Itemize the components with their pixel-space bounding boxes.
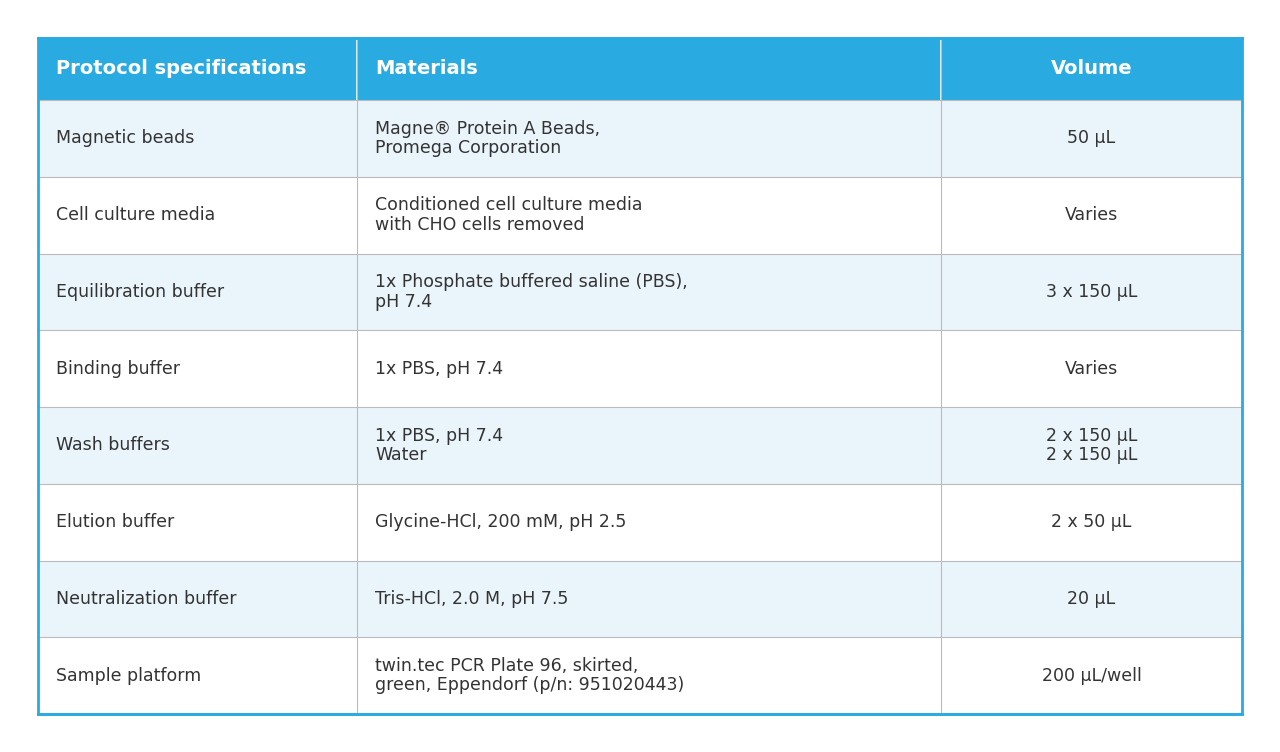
Text: Conditioned cell culture media: Conditioned cell culture media	[375, 196, 643, 214]
Bar	[357, 177, 941, 253]
Bar	[38, 330, 357, 407]
Text: 50 μL: 50 μL	[1068, 129, 1116, 147]
Bar	[38, 38, 357, 100]
Bar	[357, 637, 941, 714]
Bar	[357, 330, 941, 407]
Text: Magne® Protein A Beads,: Magne® Protein A Beads,	[375, 120, 600, 138]
Bar	[357, 560, 941, 637]
Bar	[38, 560, 357, 637]
Text: 1x PBS, pH 7.4: 1x PBS, pH 7.4	[375, 426, 503, 444]
Bar	[357, 407, 941, 484]
Text: Varies: Varies	[1065, 206, 1119, 224]
Text: twin.tec PCR Plate 96, skirted,: twin.tec PCR Plate 96, skirted,	[375, 657, 639, 675]
Text: Sample platform: Sample platform	[56, 666, 201, 684]
Text: Neutralization buffer: Neutralization buffer	[56, 590, 237, 608]
Text: 1x Phosphate buffered saline (PBS),: 1x Phosphate buffered saline (PBS),	[375, 273, 687, 291]
Bar	[357, 38, 941, 100]
Text: 2 x 150 μL: 2 x 150 μL	[1046, 446, 1137, 464]
Text: Binding buffer: Binding buffer	[56, 359, 180, 378]
Bar	[357, 484, 941, 560]
Bar	[38, 38, 1242, 714]
Bar	[38, 177, 357, 253]
Text: Glycine-HCl, 200 mM, pH 2.5: Glycine-HCl, 200 mM, pH 2.5	[375, 513, 626, 531]
Text: Magnetic beads: Magnetic beads	[56, 129, 195, 147]
Text: Volume: Volume	[1051, 59, 1133, 78]
Text: Tris-HCl, 2.0 M, pH 7.5: Tris-HCl, 2.0 M, pH 7.5	[375, 590, 568, 608]
Bar	[941, 637, 1242, 714]
Bar	[38, 253, 357, 330]
Text: 20 μL: 20 μL	[1068, 590, 1116, 608]
Bar	[941, 100, 1242, 177]
Text: 2 x 150 μL: 2 x 150 μL	[1046, 426, 1137, 444]
Bar	[941, 38, 1242, 100]
Bar	[941, 253, 1242, 330]
Text: pH 7.4: pH 7.4	[375, 293, 433, 311]
Text: Promega Corporation: Promega Corporation	[375, 139, 562, 157]
Bar	[357, 100, 941, 177]
Text: Water: Water	[375, 446, 426, 464]
Text: Materials: Materials	[375, 59, 477, 78]
Text: Wash buffers: Wash buffers	[56, 436, 170, 454]
Bar	[38, 407, 357, 484]
Bar	[941, 484, 1242, 560]
Bar	[941, 177, 1242, 253]
Text: Elution buffer: Elution buffer	[56, 513, 174, 531]
Text: 1x PBS, pH 7.4: 1x PBS, pH 7.4	[375, 359, 503, 378]
Text: 200 μL/well: 200 μL/well	[1042, 666, 1142, 684]
Bar	[38, 637, 357, 714]
Bar	[941, 560, 1242, 637]
Bar	[38, 484, 357, 560]
Text: 2 x 50 μL: 2 x 50 μL	[1051, 513, 1132, 531]
Text: 3 x 150 μL: 3 x 150 μL	[1046, 283, 1137, 301]
Text: Equilibration buffer: Equilibration buffer	[56, 283, 224, 301]
Bar	[38, 100, 357, 177]
Bar	[357, 253, 941, 330]
Text: Cell culture media: Cell culture media	[56, 206, 215, 224]
Bar	[941, 330, 1242, 407]
Text: Varies: Varies	[1065, 359, 1119, 378]
Bar	[941, 407, 1242, 484]
Text: with CHO cells removed: with CHO cells removed	[375, 216, 585, 234]
Text: green, Eppendorf (p/n: 951020443): green, Eppendorf (p/n: 951020443)	[375, 676, 685, 694]
Text: Protocol specifications: Protocol specifications	[56, 59, 306, 78]
